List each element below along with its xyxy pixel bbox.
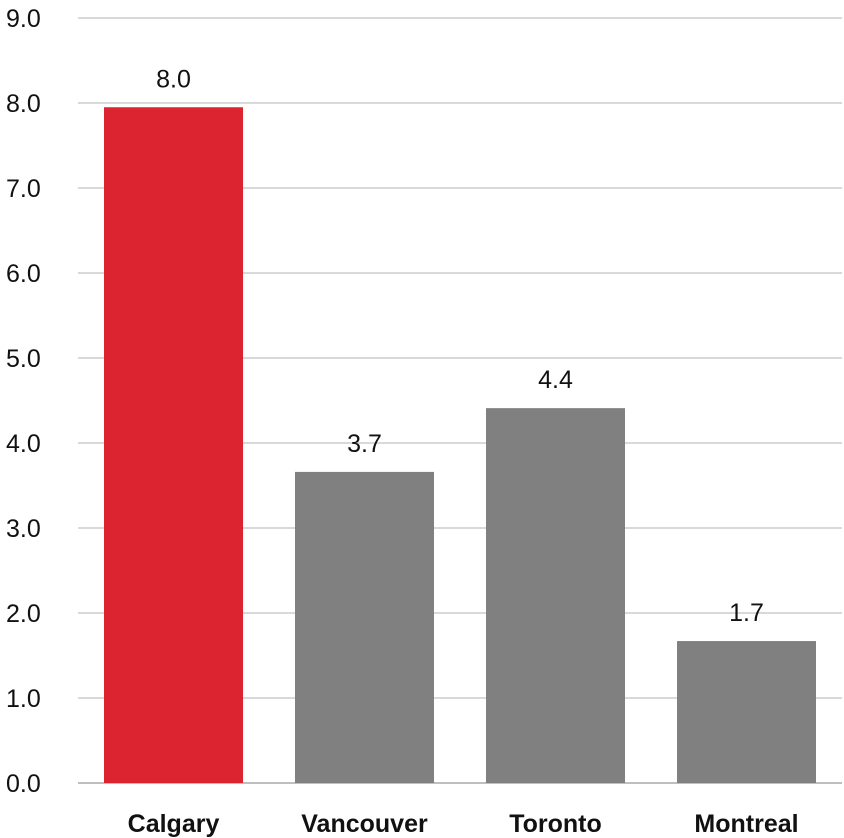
bar-vancouver (295, 471, 434, 783)
bars (104, 107, 816, 783)
y-tick-label: 2.0 (6, 600, 41, 628)
x-category-label: Montreal (694, 810, 798, 838)
y-axis-tick-labels: 0.0 1.0 2.0 3.0 4.0 5.0 6.0 7.0 8.0 9.0 (6, 5, 41, 798)
x-category-label: Toronto (509, 810, 602, 838)
y-tick-label: 5.0 (6, 345, 41, 373)
y-tick-label: 0.0 (6, 770, 41, 798)
bar-value-label: 1.7 (729, 599, 764, 627)
x-axis-category-labels: Calgary Vancouver Toronto Montreal (128, 810, 799, 838)
y-tick-label: 8.0 (6, 90, 41, 118)
bar-montreal (677, 641, 816, 783)
y-tick-label: 6.0 (6, 260, 41, 288)
y-tick-label: 9.0 (6, 5, 41, 33)
bar-value-label: 8.0 (156, 65, 191, 93)
bar-value-label: 3.7 (347, 430, 382, 458)
x-category-label: Calgary (128, 810, 220, 838)
y-tick-label: 7.0 (6, 175, 41, 203)
bar-value-labels: 8.0 3.7 4.4 1.7 (156, 65, 764, 627)
x-category-label: Vancouver (301, 810, 428, 838)
bar-calgary (104, 107, 243, 783)
y-tick-label: 1.0 (6, 685, 41, 713)
bar-value-label: 4.4 (538, 366, 573, 394)
y-tick-label: 3.0 (6, 515, 41, 543)
y-tick-label: 4.0 (6, 430, 41, 458)
bar-toronto (486, 408, 625, 783)
